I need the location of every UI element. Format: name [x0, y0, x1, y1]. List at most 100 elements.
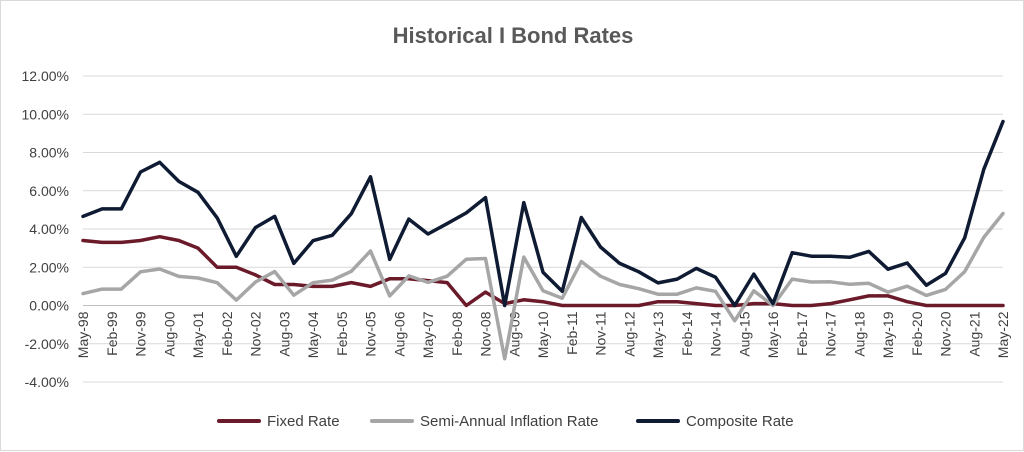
data-point: [311, 284, 315, 288]
data-point: [177, 239, 181, 242]
data-point: [694, 266, 698, 270]
x-tick-label: Aug-18: [851, 311, 867, 356]
data-point: [311, 239, 315, 243]
data-point: [982, 304, 986, 307]
legend-label: Fixed Rate: [267, 413, 340, 430]
data-point: [809, 280, 813, 284]
data-point: [349, 269, 353, 273]
data-point: [139, 270, 142, 274]
data-point: [177, 179, 181, 183]
data-point: [292, 261, 296, 265]
data-point: [100, 287, 104, 291]
y-tick-label: 0.00%: [29, 298, 69, 314]
data-point: [714, 275, 717, 279]
data-point: [675, 300, 679, 304]
data-point: [886, 290, 890, 294]
x-tick-label: Aug-15: [736, 311, 752, 356]
data-point: [503, 357, 507, 361]
data-point: [790, 251, 794, 255]
data-point: [522, 255, 526, 259]
data-point: [714, 289, 717, 293]
x-tick-label: May-13: [650, 311, 666, 358]
data-point: [484, 196, 487, 200]
x-tick-label: Feb-02: [219, 311, 235, 356]
data-point: [330, 284, 334, 288]
data-point: [254, 273, 257, 277]
data-point: [579, 304, 583, 307]
data-point: [771, 302, 775, 306]
data-point: [656, 292, 660, 296]
data-point: [963, 304, 967, 307]
data-point: [81, 214, 85, 218]
data-point: [196, 276, 200, 280]
series-line-composite-rate: [81, 119, 1005, 308]
data-point: [1001, 212, 1005, 215]
data-point: [905, 300, 909, 304]
chart-title: Historical I Bond Rates: [393, 23, 634, 48]
data-point: [292, 283, 296, 286]
data-point: [637, 304, 641, 307]
x-tick-label: Aug-12: [621, 311, 637, 356]
x-tick-label: Nov-11: [593, 311, 609, 355]
data-point: [790, 277, 794, 281]
data-point: [311, 281, 315, 285]
data-point: [618, 283, 622, 286]
legend-item-fixed-rate: Fixed Rate: [217, 413, 340, 430]
data-point: [292, 293, 296, 297]
y-tick-label: -4.00%: [25, 374, 69, 390]
data-point: [618, 304, 622, 307]
x-tick-label: May-01: [190, 311, 206, 358]
x-tick-label: Nov-17: [823, 311, 839, 356]
data-point: [1001, 120, 1005, 123]
data-point: [924, 304, 928, 307]
x-tick-label: Nov-14: [708, 311, 724, 356]
data-point: [599, 304, 602, 307]
x-tick-label: May-04: [305, 311, 321, 358]
data-point: [560, 304, 564, 307]
x-tick-label: Aug-06: [391, 311, 407, 356]
data-point: [234, 254, 238, 258]
data-point: [330, 278, 334, 282]
x-tick-label: Feb-05: [334, 311, 350, 356]
data-point: [407, 274, 411, 278]
data-point: [426, 232, 430, 236]
data-point: [963, 270, 967, 274]
data-point: [944, 287, 947, 291]
data-point: [254, 226, 257, 229]
data-point: [484, 290, 487, 294]
data-point: [733, 304, 737, 307]
data-point: [848, 282, 852, 286]
data-point: [675, 277, 679, 281]
data-point: [215, 281, 219, 285]
data-point: [867, 281, 871, 285]
data-point: [388, 294, 392, 298]
data-point: [905, 284, 909, 288]
data-point: [139, 239, 142, 242]
data-point: [81, 239, 85, 242]
data-point: [656, 300, 660, 304]
data-point: [1001, 304, 1005, 307]
data-point: [809, 304, 813, 307]
data-point: [944, 271, 947, 275]
data-point: [694, 286, 698, 290]
x-tick-label: Aug-21: [966, 311, 982, 356]
data-point: [407, 217, 411, 221]
x-tick-label: Nov-08: [478, 311, 494, 356]
data-point: [177, 274, 181, 278]
data-point: [579, 216, 583, 219]
y-tick-label: 2.00%: [29, 259, 69, 275]
data-point: [637, 270, 641, 274]
data-point: [100, 240, 104, 244]
x-tick-label: Nov-05: [363, 311, 379, 356]
data-point: [369, 175, 372, 179]
data-point: [790, 304, 794, 307]
data-point: [349, 212, 353, 216]
data-point: [848, 298, 852, 302]
legend-item-semi-annual-inflation-rate: Semi-Annual Inflation Rate: [370, 413, 598, 430]
data-point: [158, 160, 162, 164]
data-point: [886, 267, 890, 271]
data-point: [503, 304, 507, 307]
data-point: [541, 300, 545, 304]
